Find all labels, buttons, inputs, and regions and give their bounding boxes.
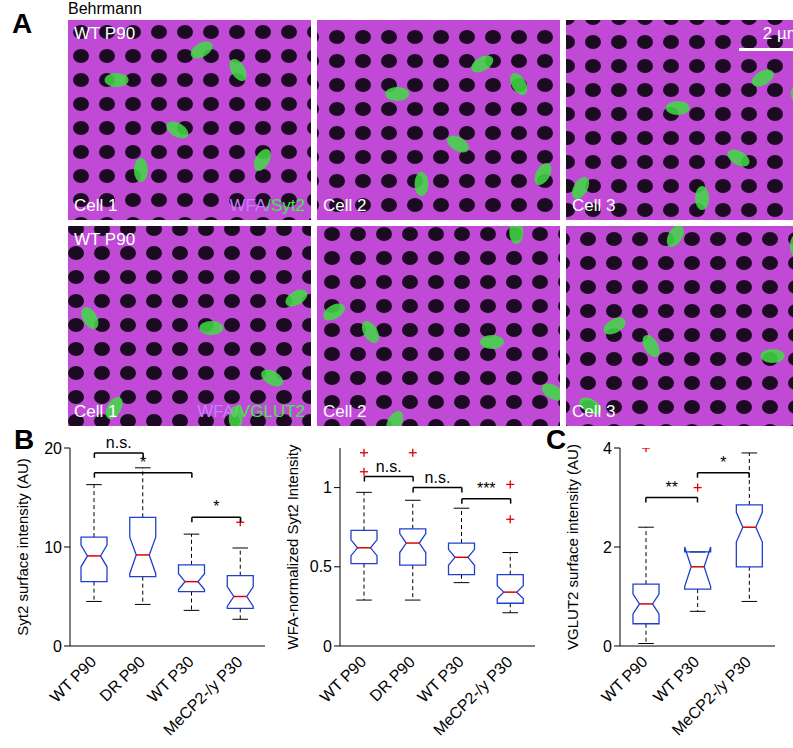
svg-text:n.s.: n.s. [376, 458, 402, 475]
svg-text:10: 10 [44, 539, 62, 556]
html-text:WT P90: WT P90 [74, 24, 136, 43]
html-text:Cell 2: Cell 2 [323, 196, 367, 215]
html-text:A: A [12, 8, 33, 39]
html-text:Cell 3: Cell 3 [572, 402, 616, 421]
html-text:WFA /Syt2: WFA /Syt2 [229, 196, 305, 215]
html-text:WFA /VGLUT2: WFA /VGLUT2 [197, 402, 305, 421]
html-text:Cell 1: Cell 1 [74, 196, 118, 215]
svg-text:n.s.: n.s. [425, 469, 451, 486]
html-text:B: B [14, 424, 35, 455]
html-text:Cell 3: Cell 3 [572, 196, 616, 215]
svg-text:MeCP2-/y P30: MeCP2-/y P30 [669, 653, 755, 739]
svg-text:2: 2 [603, 539, 612, 556]
svg-text:Syt2 surface intensity (AU): Syt2 surface intensity (AU) [14, 458, 31, 636]
svg-text:0.5: 0.5 [310, 558, 332, 575]
svg-text:WT P30: WT P30 [144, 652, 197, 706]
html-text:WT P90: WT P90 [74, 230, 136, 249]
html-text:Cell 1: Cell 1 [74, 402, 118, 421]
svg-text:*: * [720, 454, 726, 471]
svg-text:n.s.: n.s. [106, 434, 132, 451]
html-text:C: C [546, 424, 567, 455]
svg-text:*: * [213, 498, 219, 515]
svg-text:20: 20 [44, 440, 62, 457]
svg-text:WT P90: WT P90 [317, 653, 370, 706]
svg-text:*: * [140, 454, 146, 471]
svg-text:**: ** [665, 479, 677, 496]
svg-text:4: 4 [603, 440, 612, 457]
svg-text:DR P90: DR P90 [96, 653, 148, 705]
svg-text:MeCP2-/y P30: MeCP2-/y P30 [160, 653, 246, 739]
svg-text:WT P30: WT P30 [414, 652, 467, 706]
svg-text:WFA-normalized Syt2 Intensity: WFA-normalized Syt2 Intensity [284, 444, 301, 650]
svg-text:MeCP2-/y P30: MeCP2-/y P30 [430, 653, 516, 739]
svg-text:WT P90: WT P90 [598, 653, 651, 706]
svg-text:WT P90: WT P90 [47, 653, 100, 706]
html-text:Behrmann: Behrmann [68, 0, 142, 17]
svg-text:VGLUT2 surface intensity (AU): VGLUT2 surface intensity (AU) [564, 444, 581, 650]
svg-text:WT P30: WT P30 [650, 653, 703, 706]
svg-text:0: 0 [323, 638, 332, 655]
svg-text:0: 0 [603, 638, 612, 655]
html-text:Cell 2: Cell 2 [323, 402, 367, 421]
svg-text:DR P90: DR P90 [366, 653, 418, 705]
svg-text:0: 0 [53, 638, 62, 655]
svg-text:***: *** [477, 480, 496, 497]
svg-text:1: 1 [323, 479, 332, 496]
